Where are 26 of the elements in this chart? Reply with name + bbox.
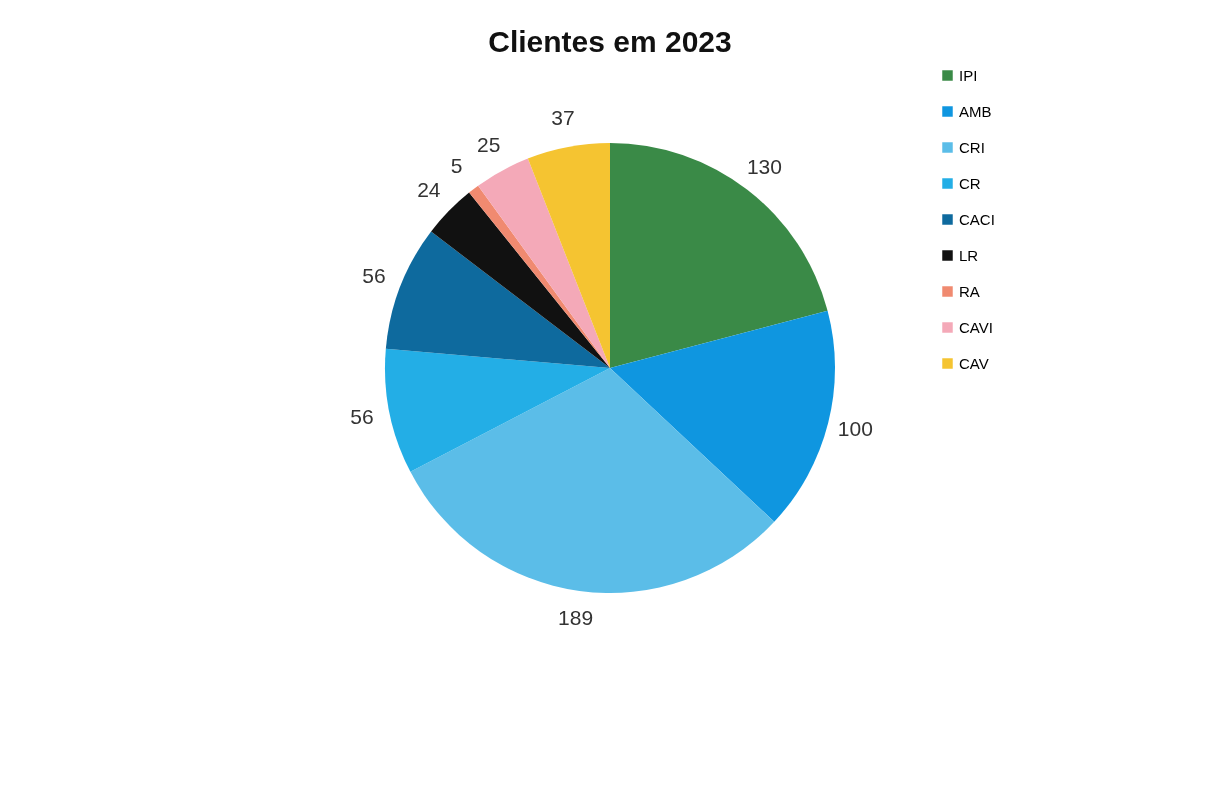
data-label: 25 — [477, 132, 501, 156]
data-label: 37 — [551, 106, 575, 130]
data-label: 189 — [558, 605, 594, 629]
chart-title: Clientes em 2023 — [488, 25, 732, 58]
data-label: 56 — [350, 404, 374, 428]
pie-slice — [610, 143, 828, 368]
pie-slice — [385, 348, 610, 472]
legend-label: CAVI — [959, 318, 993, 336]
pie-slice — [478, 158, 610, 368]
legend-label: CR — [959, 174, 981, 192]
data-label: 24 — [417, 178, 441, 202]
pie-slice — [610, 310, 835, 522]
data-label: 130 — [746, 154, 782, 178]
legend-label: LR — [959, 246, 979, 264]
legend-label: RA — [959, 282, 980, 300]
legend-label: AMB — [959, 102, 992, 120]
data-label: 5 — [450, 153, 463, 177]
legend-label: IPI — [959, 66, 978, 84]
pie-slice — [410, 368, 775, 593]
data-label: 56 — [362, 263, 386, 287]
pie-slice — [385, 231, 610, 368]
pie-slice — [527, 143, 610, 368]
legend-label: CACI — [959, 210, 995, 228]
legend-label: CAV — [959, 354, 989, 372]
data-label: 100 — [837, 416, 873, 440]
legend-label: CRI — [959, 138, 985, 156]
